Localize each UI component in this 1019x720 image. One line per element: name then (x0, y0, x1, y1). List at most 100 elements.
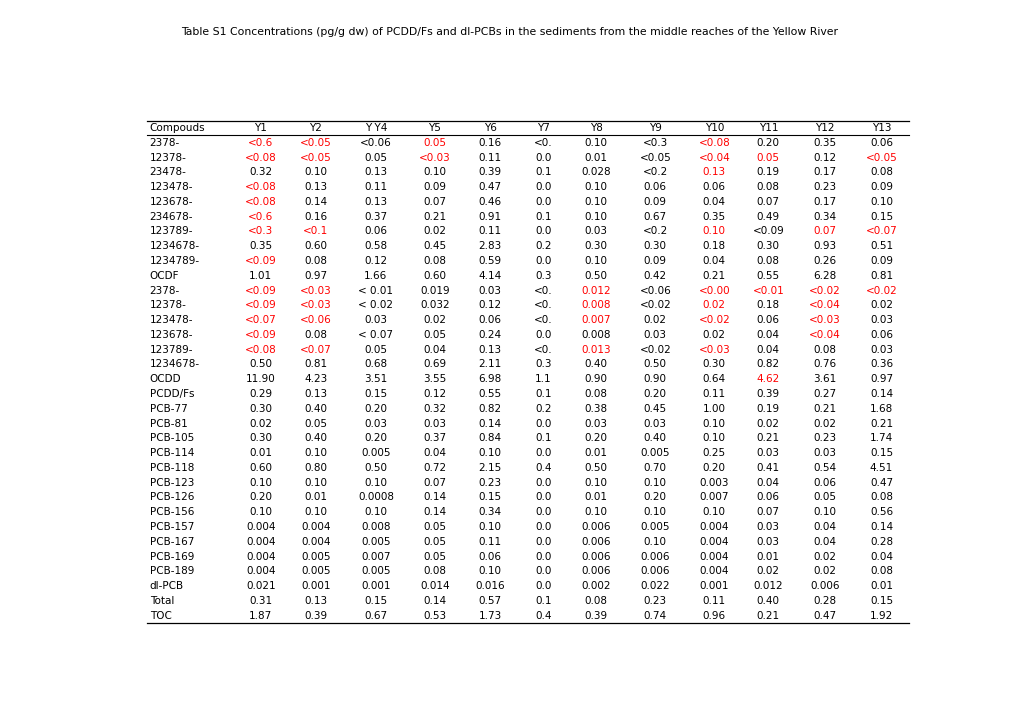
Text: 0.34: 0.34 (478, 507, 501, 517)
Text: 0.03: 0.03 (812, 448, 836, 458)
Text: 0.005: 0.005 (640, 522, 669, 532)
Text: 0.02: 0.02 (702, 300, 726, 310)
Text: 2.15: 2.15 (478, 463, 501, 473)
Text: dl-PCB: dl-PCB (150, 581, 183, 591)
Text: 0.0: 0.0 (535, 552, 551, 562)
Text: 0.02: 0.02 (756, 567, 780, 576)
Text: <0.02: <0.02 (698, 315, 730, 325)
Text: 123678-: 123678- (150, 330, 193, 340)
Text: 0.17: 0.17 (812, 167, 836, 177)
Text: 4.62: 4.62 (756, 374, 780, 384)
Text: <0.05: <0.05 (865, 153, 897, 163)
Text: 0.004: 0.004 (301, 537, 330, 546)
Text: 0.10: 0.10 (584, 182, 607, 192)
Text: 2.11: 2.11 (478, 359, 501, 369)
Text: 0.38: 0.38 (584, 404, 607, 414)
Text: 0.09: 0.09 (423, 182, 446, 192)
Text: 0.06: 0.06 (702, 182, 726, 192)
Text: 0.45: 0.45 (643, 404, 666, 414)
Text: 2.83: 2.83 (478, 241, 501, 251)
Text: 4.23: 4.23 (304, 374, 327, 384)
Text: 12378-: 12378- (150, 300, 186, 310)
Text: 0.01: 0.01 (756, 552, 780, 562)
Text: 0.50: 0.50 (364, 463, 387, 473)
Text: 0.81: 0.81 (869, 271, 893, 281)
Text: <0.04: <0.04 (808, 300, 840, 310)
Text: 0.10: 0.10 (304, 477, 327, 487)
Text: 0.21: 0.21 (423, 212, 446, 222)
Text: 0.004: 0.004 (301, 522, 330, 532)
Text: 0.0: 0.0 (535, 522, 551, 532)
Text: 0.022: 0.022 (640, 581, 669, 591)
Text: <0.04: <0.04 (808, 330, 840, 340)
Text: 3.61: 3.61 (812, 374, 836, 384)
Text: 0.012: 0.012 (581, 286, 610, 295)
Text: 0.82: 0.82 (756, 359, 780, 369)
Text: 0.06: 0.06 (643, 182, 666, 192)
Text: 0.1: 0.1 (535, 433, 551, 444)
Text: 0.69: 0.69 (423, 359, 446, 369)
Text: 0.39: 0.39 (756, 389, 780, 399)
Text: 0.23: 0.23 (643, 596, 666, 606)
Text: 0.3: 0.3 (535, 359, 551, 369)
Text: 0.012: 0.012 (753, 581, 783, 591)
Text: 0.08: 0.08 (869, 167, 892, 177)
Text: <0.03: <0.03 (419, 153, 450, 163)
Text: 0.55: 0.55 (478, 389, 501, 399)
Text: 0.05: 0.05 (423, 330, 446, 340)
Text: 0.03: 0.03 (756, 537, 780, 546)
Text: PCB-123: PCB-123 (150, 477, 194, 487)
Text: <0.00: <0.00 (698, 286, 730, 295)
Text: 0.005: 0.005 (361, 537, 390, 546)
Text: 0.47: 0.47 (478, 182, 501, 192)
Text: 0.16: 0.16 (304, 212, 327, 222)
Text: 0.20: 0.20 (364, 433, 387, 444)
Text: 0.001: 0.001 (699, 581, 729, 591)
Text: 0.13: 0.13 (364, 167, 387, 177)
Text: 0.23: 0.23 (812, 182, 836, 192)
Text: <0.09: <0.09 (752, 226, 784, 236)
Text: 0.96: 0.96 (702, 611, 726, 621)
Text: 0.60: 0.60 (423, 271, 446, 281)
Text: 4.51: 4.51 (869, 463, 893, 473)
Text: 0.05: 0.05 (423, 537, 446, 546)
Text: 0.55: 0.55 (756, 271, 780, 281)
Text: <0.03: <0.03 (300, 300, 331, 310)
Text: 0.11: 0.11 (478, 153, 501, 163)
Text: Y5: Y5 (428, 123, 441, 133)
Text: 123678-: 123678- (150, 197, 193, 207)
Text: 0.40: 0.40 (304, 433, 327, 444)
Text: 0.02: 0.02 (869, 300, 892, 310)
Text: 0.12: 0.12 (364, 256, 387, 266)
Text: 0.35: 0.35 (812, 138, 836, 148)
Text: 0.4: 0.4 (535, 611, 551, 621)
Text: 0.03: 0.03 (643, 418, 666, 428)
Text: 1.74: 1.74 (869, 433, 893, 444)
Text: Y13: Y13 (871, 123, 891, 133)
Text: 0.45: 0.45 (423, 241, 446, 251)
Text: <0.6: <0.6 (248, 212, 273, 222)
Text: 0.04: 0.04 (423, 345, 446, 355)
Text: 0.39: 0.39 (304, 611, 327, 621)
Text: 0.03: 0.03 (478, 286, 501, 295)
Text: 0.13: 0.13 (304, 182, 327, 192)
Text: 0.14: 0.14 (478, 418, 501, 428)
Text: 0.02: 0.02 (812, 567, 836, 576)
Text: 0.06: 0.06 (812, 477, 836, 487)
Text: 0.02: 0.02 (249, 418, 272, 428)
Text: 0.06: 0.06 (364, 226, 387, 236)
Text: 0.04: 0.04 (869, 552, 892, 562)
Text: 0.34: 0.34 (812, 212, 836, 222)
Text: 0.0: 0.0 (535, 567, 551, 576)
Text: 0.18: 0.18 (756, 300, 780, 310)
Text: 0.03: 0.03 (869, 315, 892, 325)
Text: 0.56: 0.56 (869, 507, 893, 517)
Text: 0.60: 0.60 (249, 463, 272, 473)
Text: <0.08: <0.08 (245, 153, 276, 163)
Text: 0.10: 0.10 (702, 418, 726, 428)
Text: 0.90: 0.90 (643, 374, 666, 384)
Text: Y Y4: Y Y4 (365, 123, 387, 133)
Text: 1.92: 1.92 (869, 611, 893, 621)
Text: 0.05: 0.05 (812, 492, 836, 503)
Text: 0.19: 0.19 (756, 404, 780, 414)
